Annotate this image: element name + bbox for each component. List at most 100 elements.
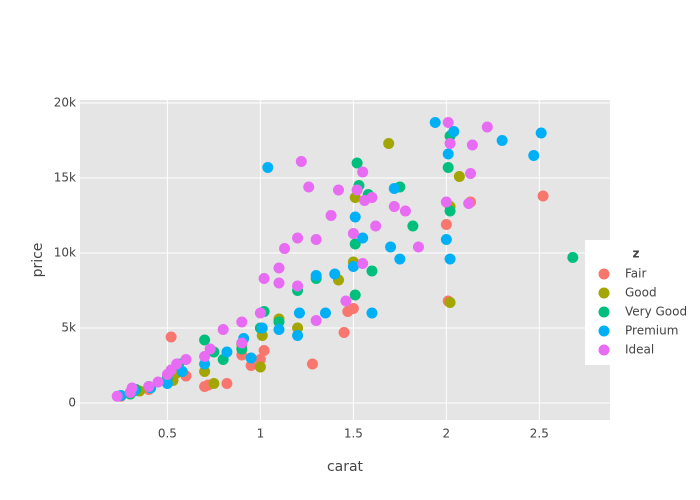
marker bbox=[444, 253, 456, 265]
marker bbox=[370, 220, 382, 232]
legend-marker bbox=[598, 344, 610, 356]
legend-label: Very Good bbox=[625, 305, 687, 319]
marker bbox=[349, 238, 361, 250]
marker bbox=[165, 331, 177, 343]
marker bbox=[254, 307, 266, 319]
marker bbox=[310, 315, 322, 327]
marker bbox=[351, 184, 363, 196]
marker bbox=[176, 366, 188, 378]
marker bbox=[292, 232, 304, 244]
legend-marker bbox=[598, 306, 610, 318]
marker bbox=[273, 324, 285, 336]
marker bbox=[303, 181, 315, 193]
marker bbox=[535, 127, 547, 139]
legend-title: z bbox=[633, 247, 640, 261]
marker bbox=[567, 252, 579, 264]
marker bbox=[180, 354, 192, 366]
marker bbox=[347, 228, 359, 240]
marker bbox=[442, 148, 454, 160]
marker bbox=[325, 210, 337, 222]
marker bbox=[366, 307, 378, 319]
marker bbox=[347, 261, 359, 273]
marker bbox=[292, 280, 304, 292]
marker bbox=[481, 121, 493, 133]
legend-label: Premium bbox=[625, 324, 678, 338]
marker bbox=[236, 316, 248, 328]
marker bbox=[332, 184, 344, 196]
marker bbox=[465, 168, 477, 180]
marker bbox=[448, 126, 460, 138]
marker bbox=[463, 198, 475, 210]
marker bbox=[442, 162, 454, 174]
y-axis-title: price bbox=[30, 243, 46, 278]
marker bbox=[221, 346, 233, 358]
marker bbox=[442, 117, 454, 129]
marker bbox=[152, 376, 164, 388]
marker bbox=[347, 303, 359, 315]
marker bbox=[528, 150, 540, 162]
marker bbox=[366, 265, 378, 277]
legend-label: Good bbox=[625, 286, 657, 300]
y-tick-label: 0 bbox=[68, 396, 76, 410]
marker bbox=[357, 258, 369, 270]
marker bbox=[537, 190, 549, 202]
marker bbox=[143, 381, 155, 393]
marker bbox=[444, 138, 456, 150]
marker bbox=[310, 270, 322, 282]
marker bbox=[293, 307, 305, 319]
y-tick-label: 20k bbox=[54, 96, 76, 110]
x-tick-label: 0.5 bbox=[158, 427, 177, 441]
marker bbox=[394, 253, 406, 265]
marker bbox=[111, 390, 123, 402]
marker bbox=[208, 378, 220, 390]
marker bbox=[429, 117, 441, 129]
x-tick-label: 1.5 bbox=[344, 427, 363, 441]
marker bbox=[292, 330, 304, 342]
marker bbox=[440, 234, 452, 246]
y-tick-label: 5k bbox=[61, 321, 76, 335]
legend-marker bbox=[598, 287, 610, 299]
y-tick-label: 10k bbox=[54, 246, 76, 260]
marker bbox=[306, 358, 318, 370]
marker bbox=[385, 241, 397, 253]
marker bbox=[338, 327, 350, 339]
marker bbox=[340, 295, 352, 307]
x-tick-label: 2 bbox=[443, 427, 451, 441]
marker bbox=[440, 219, 452, 231]
marker bbox=[254, 361, 266, 373]
marker bbox=[221, 378, 233, 390]
marker bbox=[273, 277, 285, 289]
marker bbox=[466, 139, 478, 151]
x-axis-title: carat bbox=[327, 459, 364, 475]
marker bbox=[444, 297, 456, 309]
marker bbox=[399, 205, 411, 217]
marker bbox=[383, 138, 395, 150]
marker bbox=[217, 324, 229, 336]
marker bbox=[388, 183, 400, 195]
marker bbox=[199, 351, 211, 363]
marker bbox=[366, 192, 378, 204]
marker bbox=[357, 166, 369, 178]
marker bbox=[319, 307, 331, 319]
marker bbox=[310, 234, 322, 246]
marker bbox=[126, 382, 138, 394]
marker bbox=[171, 358, 183, 370]
marker bbox=[258, 345, 270, 357]
marker bbox=[273, 262, 285, 274]
marker bbox=[453, 171, 465, 183]
marker bbox=[295, 156, 307, 168]
legend-label: Ideal bbox=[625, 343, 654, 357]
marker bbox=[412, 241, 424, 253]
marker bbox=[262, 162, 274, 174]
marker bbox=[161, 378, 173, 390]
marker bbox=[199, 334, 211, 346]
legend-label: Fair bbox=[625, 267, 646, 281]
marker bbox=[279, 243, 291, 255]
x-tick-label: 1 bbox=[257, 427, 265, 441]
legend-box bbox=[585, 240, 700, 365]
plot-area bbox=[80, 100, 610, 420]
marker bbox=[388, 201, 400, 213]
y-tick-label: 15k bbox=[54, 171, 76, 185]
